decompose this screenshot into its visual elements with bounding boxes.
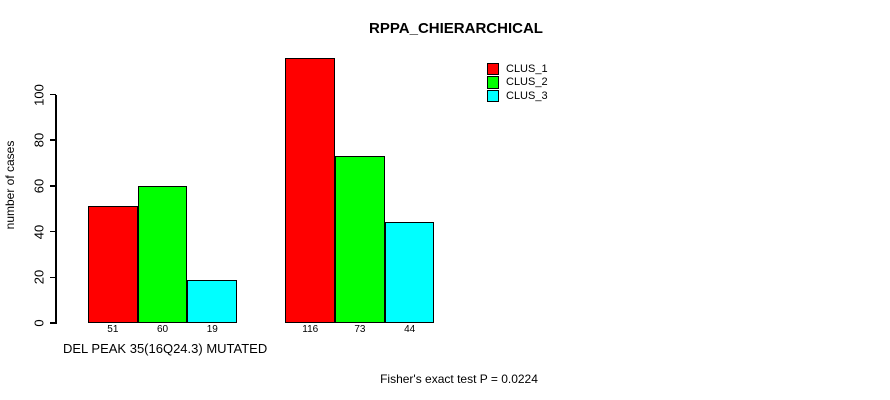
legend-swatch-icon bbox=[487, 89, 500, 102]
bar-clus_1-group2 bbox=[285, 57, 336, 323]
y-axis-line bbox=[55, 94, 57, 324]
bar-clus_3-group2 bbox=[384, 222, 435, 323]
legend-swatch-icon bbox=[487, 63, 500, 76]
chart-title: RPPA_CHIERARCHICAL bbox=[369, 20, 543, 37]
y-tick-label: 80 bbox=[31, 132, 47, 148]
bar-clus_1-group1 bbox=[88, 206, 138, 323]
y-tick-label: 100 bbox=[31, 83, 47, 106]
y-tick-label: 0 bbox=[31, 319, 47, 327]
y-tick-label: 40 bbox=[31, 224, 47, 239]
y-tick-mark bbox=[50, 230, 56, 233]
legend-label: CLUS_3 bbox=[506, 89, 548, 102]
bar-value-label: 116 bbox=[302, 324, 319, 335]
y-tick-mark bbox=[50, 93, 56, 96]
y-tick-mark bbox=[50, 139, 56, 141]
bar-clus_2-group1 bbox=[137, 185, 188, 323]
y-tick-label: 20 bbox=[31, 270, 47, 285]
y-tick-mark bbox=[50, 276, 56, 279]
legend-swatch-icon bbox=[487, 76, 500, 89]
annotation-text: Fisher's exact test P = 0.0224 bbox=[380, 372, 538, 386]
bar-value-label: 60 bbox=[156, 324, 169, 335]
x-axis-label: DEL PEAK 35(16Q24.3) MUTATED bbox=[63, 341, 268, 356]
bar-clus_3-group1 bbox=[187, 279, 238, 323]
bar-value-label: 19 bbox=[206, 324, 218, 335]
y-tick-mark bbox=[50, 322, 56, 324]
legend-label: CLUS_1 bbox=[506, 63, 548, 76]
bar-value-label: 51 bbox=[107, 324, 119, 335]
y-tick-label: 60 bbox=[31, 178, 47, 194]
legend-label: CLUS_2 bbox=[506, 76, 548, 89]
y-tick-mark bbox=[50, 185, 56, 187]
y-axis-title: number of cases bbox=[3, 140, 17, 230]
bar-value-label: 44 bbox=[404, 324, 416, 335]
bar-clus_2-group2 bbox=[335, 156, 385, 323]
bar-value-label: 73 bbox=[354, 324, 366, 335]
